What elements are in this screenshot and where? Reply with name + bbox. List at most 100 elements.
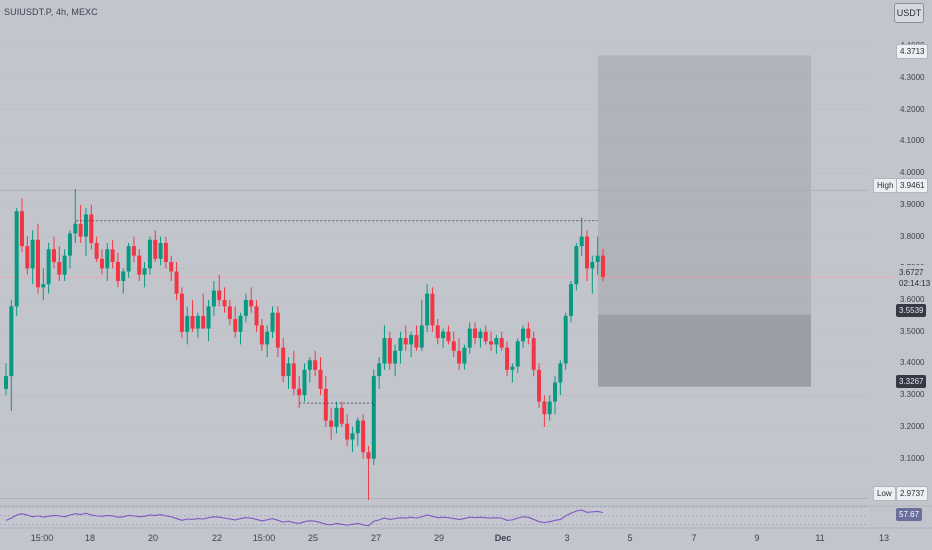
candle-body [169,261,174,272]
price-tick-label: 3.6000 [900,295,925,305]
candle-body [153,239,158,259]
candle-body [499,338,504,348]
stop-zone [598,314,811,387]
candle-body [121,271,126,282]
candle-body [547,401,552,415]
price-tick-label: 3.5000 [900,326,925,336]
candle-body [297,388,302,396]
candle-body [526,328,531,339]
candle-body [537,369,542,402]
candle-body [62,255,67,275]
candle-body [425,293,430,326]
candle-body [318,369,323,389]
price-tick-label: 4.0000 [900,168,925,178]
current-price-tag: 3.6727 02:14:13 [896,265,932,291]
candle-body [553,382,558,402]
candle-body [590,261,595,269]
candle-body [435,325,440,339]
candle-body [451,341,456,351]
entry-price-tag: 3.5539 [896,304,927,317]
candle-body [457,350,462,364]
time-tick-label: Dec [494,533,512,543]
current-price-value: 3.6727 [899,268,924,277]
candle-body [462,347,467,364]
candle-body [531,338,536,370]
candle-body [302,369,307,396]
candle-body [595,255,600,262]
candle-body [281,347,286,377]
candle-body [579,236,584,247]
time-tick-label: 22 [211,533,223,543]
time-tick-label: 3 [564,533,570,543]
time-tick-label: 9 [754,533,760,543]
candle-body [350,433,355,440]
price-tick-label: 4.1000 [900,136,925,146]
candle-body [254,306,259,326]
candle-body [233,319,238,332]
price-tick-label: 3.8000 [900,231,925,241]
candle-body [329,420,334,427]
price-tick-label: 4.2000 [900,104,925,114]
candle-body [105,249,110,269]
price-tick-label: 3.3000 [900,390,925,400]
candle-body [9,306,14,377]
symbol-label: SUIUSDT.P, 4h, MEXC [4,7,98,17]
candle-body [110,249,115,262]
time-tick-label: 5 [627,533,633,543]
candle-body [515,341,520,367]
time-tick-label: 25 [307,533,319,543]
candle-body [57,261,62,275]
candle-body [147,239,152,269]
candle-body [494,338,499,345]
candle-body [510,366,515,370]
candle-body [163,242,168,262]
candle-body [307,360,312,370]
candle-body [355,420,360,434]
target-price-tag: 4.3713 [896,44,929,59]
candle-body [585,236,590,269]
candle-body [334,407,339,427]
rsi-line [5,509,604,527]
candle-body [249,300,254,307]
candle-body [286,363,291,377]
candle-body [409,334,414,345]
candle-body [158,242,163,259]
currency-button[interactable]: USDT [894,3,924,23]
time-tick-label: 7 [691,533,697,543]
candle-body [521,328,526,342]
candle-body [243,300,248,316]
candle-body [206,306,211,329]
candle-body [275,312,280,348]
target-zone [598,55,811,315]
time-tick-label: 20 [147,533,159,543]
candle-body [41,284,46,288]
candle-body [35,239,40,288]
candle-body [190,315,195,329]
dashed-support [299,402,375,408]
candle-body [563,315,568,364]
candle-body [430,293,435,326]
price-tick-label: 3.9000 [900,199,925,209]
candle-body [126,246,131,272]
candle-body [51,249,56,262]
candle-body [185,315,190,332]
stop-price-tag: 3.3267 [896,375,927,388]
candle-body [377,363,382,377]
candle-body [574,246,579,285]
candle-body [505,347,510,370]
candle-body [414,334,419,348]
time-tick-label: 13 [878,533,890,543]
time-tick-label: 15:00 [252,533,276,543]
candle-body [131,246,136,256]
dashed-resistance [74,220,598,224]
price-tick-label: 3.2000 [900,421,925,431]
candle-body [195,315,200,329]
candle-body [4,376,8,389]
candle-body [323,388,328,421]
candle-body [489,341,494,345]
candle-body [419,325,424,348]
candle-body [142,268,147,275]
candle-body [227,306,232,320]
low-label: Low [873,486,896,501]
